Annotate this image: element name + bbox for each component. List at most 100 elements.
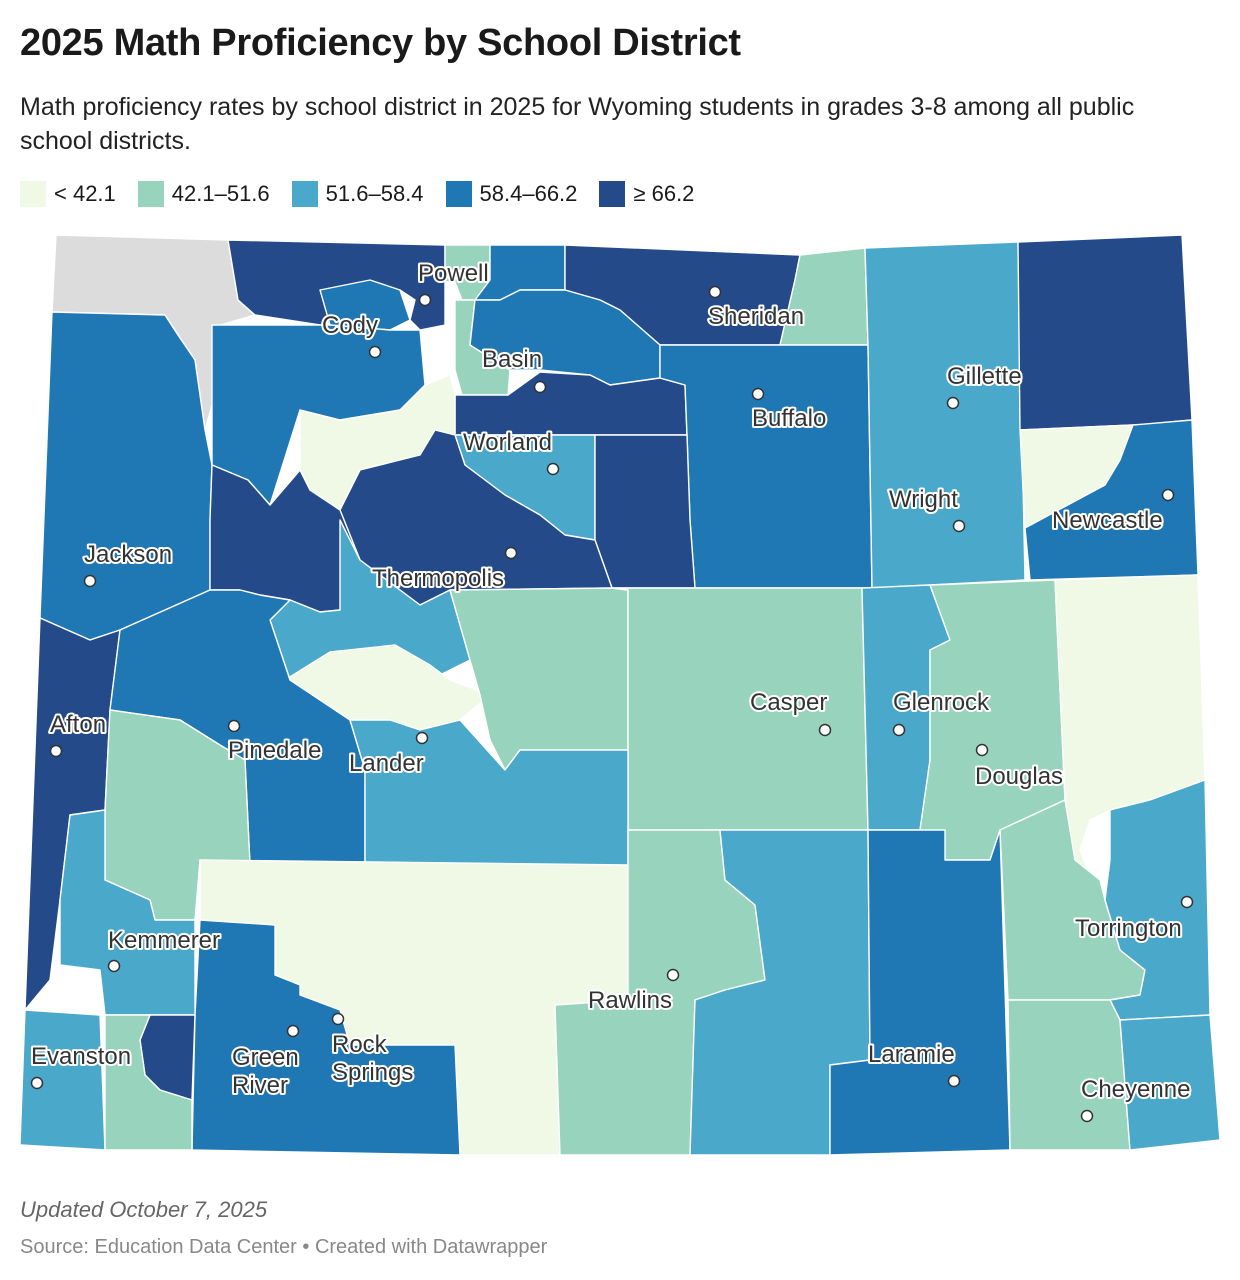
city-marker: Pinedale [226,719,323,766]
legend-label: 58.4–66.2 [479,181,578,206]
city-marker: Jackson [82,539,174,588]
city-marker: Glenrock [891,687,992,737]
district-region [1024,419,1199,581]
city-marker: Laramie [866,1039,961,1088]
city-label: Rock Springs [332,1031,413,1086]
city-dot [83,574,97,588]
city-label: Powell [418,260,489,287]
city-dot [947,1074,961,1088]
city-dot [975,743,989,757]
district-region [1017,234,1193,431]
city-label: Worland [463,429,552,456]
city-label: Newcastle [1052,507,1163,534]
city-label: Afton [50,711,106,738]
city-label: Evanston [31,1043,131,1070]
city-markers: Powell Cody Sheridan Basin Buffalo Gille… [29,258,1194,1123]
city-marker: Newcastle [1050,488,1175,536]
legend-label: < 42.1 [54,181,116,206]
city-label: Buffalo [752,405,826,432]
city-dot [227,719,241,733]
legend-swatch [137,181,164,207]
district-region [1007,999,1131,1151]
chart-subtitle: Math proficiency rates by school distric… [20,93,1135,155]
city-marker: Buffalo [750,387,828,434]
city-marker: Wright [887,484,966,533]
city-label: Casper [750,689,827,716]
district-region [1119,1014,1221,1151]
city-marker: Casper [748,687,832,737]
city-label: Thermopolis [372,565,504,592]
district-region [864,241,1026,589]
city-dot [286,1024,300,1038]
legend-swatch [445,181,472,207]
wyoming-district-map: Powell Cody Sheridan Basin Buffalo Gille… [19,234,1221,1156]
chart-title: 2025 Math Proficiency by School District [20,22,741,64]
city-marker: Evanston [29,1041,133,1090]
city-dot [107,959,121,973]
city-marker: Afton [48,709,108,758]
city-marker: Basin [480,344,547,394]
city-label: Glenrock [893,689,990,716]
city-dot [546,462,560,476]
legend-swatch [291,181,318,207]
city-label: Rawlins [588,987,672,1014]
city-label: Lander [349,750,424,777]
city-label: Wright [889,486,958,513]
district-region [594,434,696,589]
source-note: Source: Education Data Center • Created … [20,1236,548,1258]
city-marker: Kemmerer [106,925,222,973]
city-marker: Powell [416,258,491,307]
city-marker: Cody [320,310,382,359]
district-region [227,239,446,331]
city-marker: Rock Springs [330,1012,415,1088]
city-dot [818,723,832,737]
city-marker: Thermopolis [370,546,518,594]
city-dot [415,731,429,745]
city-marker: Cheyenne [1079,1074,1192,1123]
city-dot [368,345,382,359]
city-dot [418,293,432,307]
district-region [829,829,1011,1156]
city-marker: Douglas [973,743,1065,792]
city-dot [49,744,63,758]
city-marker: Gillette [945,361,1024,410]
city-marker: Torrington [1073,895,1194,944]
city-label: Green River [232,1044,299,1099]
legend-swatch [20,181,46,207]
legend-label: 42.1–51.6 [171,181,270,206]
city-label: Gillette [947,363,1022,390]
city-label: Laramie [868,1041,955,1068]
district-region [39,311,213,641]
city-dot [30,1076,44,1090]
district-region [104,1014,193,1151]
city-label: Kemmerer [108,927,220,954]
city-marker: Worland [461,427,560,476]
district-regions [19,234,1221,1156]
city-label: Pinedale [228,737,321,764]
city-dot [666,968,680,982]
city-label: Cody [322,312,378,339]
legend-item: ≥ 66.2 [599,181,694,207]
city-label: Torrington [1075,915,1182,942]
updated-note: Updated October 7, 2025 [20,1197,268,1222]
city-dot [892,723,906,737]
city-marker: Rawlins [586,968,680,1016]
legend-item: 51.6–58.4 [291,181,424,207]
city-dot [1180,895,1194,909]
legend-label: 51.6–58.4 [325,181,424,206]
city-dot [952,519,966,533]
city-dot [751,387,765,401]
legend-item: 58.4–66.2 [445,181,578,207]
city-label: Sheridan [708,303,804,330]
city-label: Cheyenne [1081,1076,1190,1103]
district-region [611,587,869,831]
legend-item: 42.1–51.6 [137,181,270,207]
city-dot [331,1012,345,1026]
city-dot [1080,1109,1094,1123]
legend-label: ≥ 66.2 [633,181,695,206]
city-marker: Sheridan [706,285,806,332]
city-label: Jackson [84,541,172,568]
city-dot [946,396,960,410]
legend-item: < 42.1 [20,181,116,207]
city-marker: Green River [230,1024,301,1101]
